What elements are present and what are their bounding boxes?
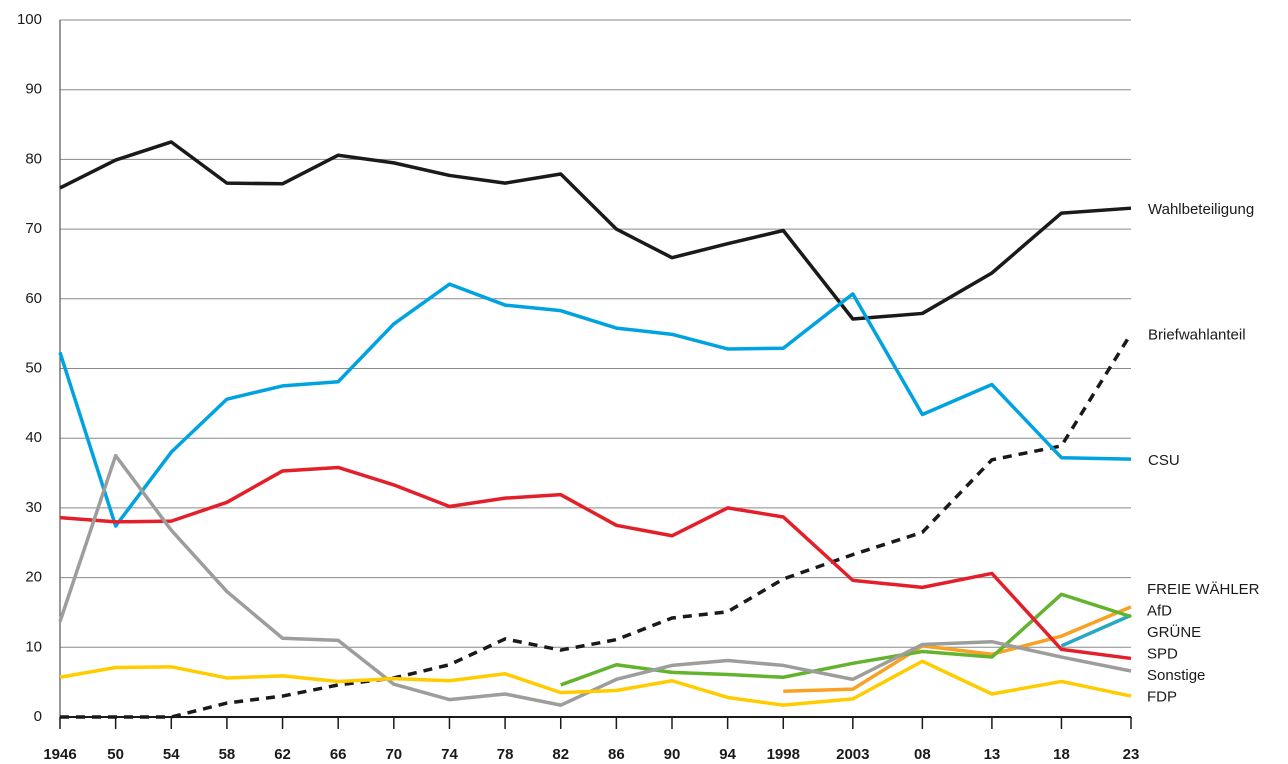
x-tick-label: 70 xyxy=(385,746,402,763)
legend-label: Sonstige xyxy=(1147,667,1205,684)
y-tick-label: 40 xyxy=(25,429,42,446)
x-tick-label: 66 xyxy=(330,746,347,763)
y-tick-label: 30 xyxy=(25,499,42,516)
line-1 xyxy=(60,332,1133,719)
legend-label: GRÜNE xyxy=(1147,623,1201,641)
line-2 xyxy=(58,282,1132,528)
legend-label: Wahlbeteiligung xyxy=(1148,201,1254,218)
x-tick-label: 54 xyxy=(163,746,180,763)
legend-label: FDP xyxy=(1147,688,1177,705)
x-tick-label: 74 xyxy=(441,746,458,763)
legend-label: FREIE WÄHLER xyxy=(1147,581,1260,598)
x-tick-label: 94 xyxy=(719,746,736,763)
y-tick-label: 50 xyxy=(25,359,42,376)
y-tick-label: 100 xyxy=(17,11,42,28)
x-tick-label: 2003 xyxy=(836,746,869,763)
legend-label: AfD xyxy=(1147,602,1172,619)
y-tick-label: 90 xyxy=(25,81,42,98)
x-tick-label: 78 xyxy=(497,746,514,763)
x-tick-label: 1946 xyxy=(43,746,76,763)
legend-label: CSU xyxy=(1148,452,1180,469)
y-tick-label: 70 xyxy=(25,220,42,237)
x-tick-label: 08 xyxy=(914,746,931,763)
x-tick-label: 90 xyxy=(664,746,681,763)
y-tick-label: 80 xyxy=(25,150,42,167)
line-7 xyxy=(58,453,1132,707)
y-tick-label: 20 xyxy=(25,569,42,586)
x-tick-label: 50 xyxy=(107,746,124,763)
legend-label: Briefwahlanteil xyxy=(1148,327,1246,344)
x-tick-label: 18 xyxy=(1053,746,1070,763)
line-8 xyxy=(59,659,1132,707)
y-tick-label: 0 xyxy=(34,708,42,725)
line-6 xyxy=(59,465,1132,661)
x-tick-label: 58 xyxy=(219,746,236,763)
x-tick-label: 1998 xyxy=(767,746,800,763)
legend-label: SPD xyxy=(1147,645,1178,662)
line-0 xyxy=(59,140,1132,321)
line-4 xyxy=(1060,613,1132,648)
y-tick-label: 60 xyxy=(25,290,42,307)
x-tick-label: 82 xyxy=(552,746,569,763)
y-tick-label: 10 xyxy=(25,638,42,655)
line-3 xyxy=(783,605,1132,693)
line-5 xyxy=(560,592,1132,687)
x-tick-label: 86 xyxy=(608,746,625,763)
x-tick-label: 23 xyxy=(1123,746,1140,763)
x-tick-label: 13 xyxy=(984,746,1001,763)
x-tick-label: 62 xyxy=(274,746,291,763)
